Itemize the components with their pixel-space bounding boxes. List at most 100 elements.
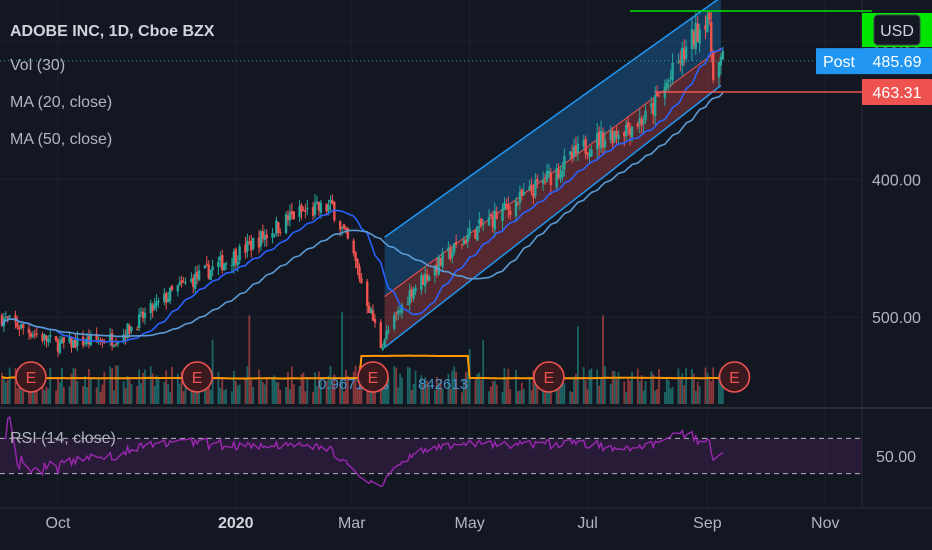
volume-bar xyxy=(424,377,427,404)
chart-title[interactable]: ADOBE INC, 1D, Cboe BZX xyxy=(10,23,215,40)
volume-bar xyxy=(209,389,212,404)
candle-body xyxy=(244,244,247,253)
regression-channel-lower[interactable] xyxy=(384,48,721,348)
candle-body xyxy=(599,131,603,149)
legend-ma50[interactable]: MA (50, close) xyxy=(10,131,113,148)
volume-bar xyxy=(57,379,59,404)
candle-body xyxy=(396,310,400,314)
candle-body xyxy=(311,207,315,216)
earnings-marker[interactable] xyxy=(533,361,565,393)
candle-body xyxy=(516,203,520,205)
candle-body xyxy=(601,132,605,148)
earnings-marker[interactable] xyxy=(15,361,47,393)
candle-body xyxy=(665,82,668,89)
candle-body xyxy=(176,285,180,292)
candle-body xyxy=(603,139,607,148)
volume-bar xyxy=(273,375,276,404)
candle-body xyxy=(478,219,481,224)
volume-bar xyxy=(528,378,531,404)
candle-body xyxy=(570,152,574,159)
candle-body xyxy=(68,336,71,342)
legend-rsi[interactable]: RSI (14, close) xyxy=(10,430,116,447)
candle-body xyxy=(530,184,533,193)
volume-bar xyxy=(656,389,659,404)
candle-body xyxy=(480,218,483,226)
candle-body xyxy=(168,287,172,301)
candle-body xyxy=(110,333,114,346)
candle-body xyxy=(54,336,58,341)
candle-body xyxy=(528,186,531,190)
earnings-marker[interactable] xyxy=(181,361,213,393)
candle-body xyxy=(460,244,464,246)
candle-body xyxy=(615,131,618,137)
candle-body xyxy=(116,342,120,345)
volume-bar xyxy=(387,377,390,404)
volume-bar xyxy=(41,381,44,404)
candle-body xyxy=(613,131,616,141)
volume-bar xyxy=(466,372,469,404)
ma20-line xyxy=(1,47,724,343)
volume-bar xyxy=(627,378,630,404)
candle-body xyxy=(21,324,25,329)
candle-body xyxy=(534,180,537,196)
candle-body xyxy=(251,237,255,249)
candle-body xyxy=(166,298,170,302)
candle-body xyxy=(574,145,578,154)
legend-volume[interactable]: Vol (30) xyxy=(10,57,66,74)
volume-bar xyxy=(478,372,481,404)
volume-bar xyxy=(84,375,86,404)
candle-body xyxy=(677,62,680,64)
volume-bar xyxy=(437,382,440,404)
candle-body xyxy=(257,237,261,248)
legend-ma20[interactable]: MA (20, close) xyxy=(10,94,113,111)
volume-bar xyxy=(341,312,343,404)
candle-body xyxy=(464,239,467,244)
volume-bar xyxy=(480,379,483,404)
volume-bar xyxy=(167,384,170,404)
support-price-label[interactable] xyxy=(862,78,932,105)
volume-bar xyxy=(271,377,274,404)
post-price-label[interactable] xyxy=(862,48,932,75)
volume-bar xyxy=(169,391,171,404)
candle-body xyxy=(6,316,9,318)
candle-body xyxy=(547,170,551,175)
volume-bar xyxy=(493,380,496,404)
candle-body xyxy=(721,50,725,60)
candle-body xyxy=(545,171,549,182)
volume-bar xyxy=(261,382,264,404)
volume-bar xyxy=(86,387,88,404)
candle-body xyxy=(315,201,319,203)
volume-bar xyxy=(43,390,46,404)
candle-body xyxy=(70,336,73,348)
candle-body xyxy=(230,265,234,267)
volume-bar xyxy=(698,386,701,404)
candle-body xyxy=(549,172,553,185)
candle-body xyxy=(420,275,423,290)
currency-button[interactable] xyxy=(873,14,921,46)
candle-body xyxy=(422,277,425,285)
regression-channel-upper[interactable] xyxy=(384,0,721,297)
volume-bar xyxy=(522,388,525,404)
candle-body xyxy=(340,226,344,229)
post-market-label[interactable] xyxy=(816,48,862,75)
candle-body xyxy=(333,202,336,221)
volume-bar xyxy=(99,391,102,404)
volume-bar xyxy=(258,369,260,404)
candle-body xyxy=(387,330,390,332)
volume-bar xyxy=(142,372,144,404)
volume-bar xyxy=(182,391,185,404)
candle-body xyxy=(182,281,185,283)
candle-body xyxy=(710,21,713,54)
candle-body xyxy=(31,335,35,337)
earnings-marker[interactable] xyxy=(718,361,751,393)
candle-body xyxy=(250,240,253,251)
candle-body xyxy=(468,228,471,236)
volume-bar xyxy=(89,379,92,404)
candle-body xyxy=(717,61,721,78)
volume-bar xyxy=(263,384,266,404)
candle-body xyxy=(617,134,620,139)
time-axis-tick: May xyxy=(455,515,485,532)
volume-bar xyxy=(238,384,241,404)
earnings-marker[interactable] xyxy=(357,361,389,393)
